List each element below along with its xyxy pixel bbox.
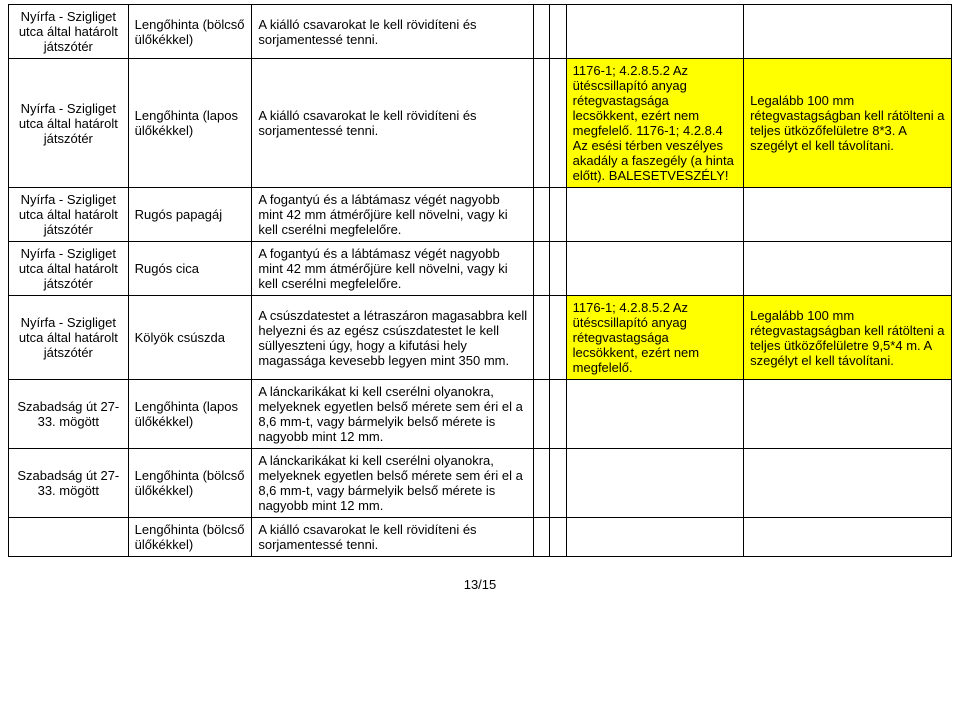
table-cell: Nyírfa - Szigliget utca által határolt j…: [9, 59, 129, 188]
table-cell: Szabadság út 27-33. mögött: [9, 380, 129, 449]
table-row: Szabadság út 27-33. mögöttLengőhinta (bö…: [9, 449, 952, 518]
table-row: Nyírfa - Szigliget utca által határolt j…: [9, 59, 952, 188]
table-cell: [9, 518, 129, 557]
table-cell: [566, 449, 743, 518]
table-cell: Lengőhinta (lapos ülőkékkel): [128, 380, 252, 449]
table-cell: [566, 5, 743, 59]
table-cell: [744, 380, 952, 449]
table-cell: 1176-1; 4.2.8.5.2 Az ütéscsillapító anya…: [566, 59, 743, 188]
table-cell: Nyírfa - Szigliget utca által határolt j…: [9, 296, 129, 380]
table-cell: [744, 449, 952, 518]
table-cell: [566, 188, 743, 242]
table-cell: Rugós cica: [128, 242, 252, 296]
table-cell: A kiálló csavarokat le kell rövidíteni é…: [252, 5, 534, 59]
table-cell: [744, 242, 952, 296]
table-cell: [534, 518, 550, 557]
table-cell: Lengőhinta (lapos ülőkékkel): [128, 59, 252, 188]
table-cell: Nyírfa - Szigliget utca által határolt j…: [9, 242, 129, 296]
table-cell: A fogantyú és a lábtámasz végét nagyobb …: [252, 188, 534, 242]
table-cell: Nyírfa - Szigliget utca által határolt j…: [9, 5, 129, 59]
table-row: Lengőhinta (bölcső ülőkékkel)A kiálló cs…: [9, 518, 952, 557]
table-cell: [550, 5, 566, 59]
table-cell: Legalább 100 mm rétegvastagságban kell r…: [744, 296, 952, 380]
table-cell: A kiálló csavarokat le kell rövidíteni é…: [252, 518, 534, 557]
table-cell: [550, 518, 566, 557]
table-row: Nyírfa - Szigliget utca által határolt j…: [9, 188, 952, 242]
data-table: Nyírfa - Szigliget utca által határolt j…: [8, 4, 952, 557]
table-cell: [534, 296, 550, 380]
table-cell: A lánckarikákat ki kell cserélni olyanok…: [252, 449, 534, 518]
table-cell: [550, 380, 566, 449]
page: Nyírfa - Szigliget utca által határolt j…: [0, 0, 960, 600]
table-cell: [744, 5, 952, 59]
table-cell: [534, 188, 550, 242]
table-cell: Nyírfa - Szigliget utca által határolt j…: [9, 188, 129, 242]
table-cell: [566, 518, 743, 557]
table-row: Nyírfa - Szigliget utca által határolt j…: [9, 242, 952, 296]
table-cell: [744, 188, 952, 242]
page-number: 13/15: [8, 557, 952, 592]
table-cell: [550, 296, 566, 380]
table-row: Nyírfa - Szigliget utca által határolt j…: [9, 5, 952, 59]
table-cell: [550, 59, 566, 188]
table-cell: Rugós papagáj: [128, 188, 252, 242]
table-cell: Legalább 100 mm rétegvastagságban kell r…: [744, 59, 952, 188]
table-cell: Lengőhinta (bölcső ülőkékkel): [128, 449, 252, 518]
table-cell: [534, 449, 550, 518]
table-cell: Szabadság út 27-33. mögött: [9, 449, 129, 518]
table-cell: [744, 518, 952, 557]
table-cell: Lengőhinta (bölcső ülőkékkel): [128, 5, 252, 59]
table-cell: Lengőhinta (bölcső ülőkékkel): [128, 518, 252, 557]
table-cell: A kiálló csavarokat le kell rövidíteni é…: [252, 59, 534, 188]
table-row: Szabadság út 27-33. mögöttLengőhinta (la…: [9, 380, 952, 449]
table-cell: [534, 242, 550, 296]
table-cell: [534, 380, 550, 449]
table-cell: [534, 5, 550, 59]
table-cell: A csúszdatestet a létraszáron magasabbra…: [252, 296, 534, 380]
table-cell: A fogantyú és a lábtámasz végét nagyobb …: [252, 242, 534, 296]
table-cell: A lánckarikákat ki kell cserélni olyanok…: [252, 380, 534, 449]
table-cell: Kölyök csúszda: [128, 296, 252, 380]
table-cell: [566, 242, 743, 296]
table-row: Nyírfa - Szigliget utca által határolt j…: [9, 296, 952, 380]
table-cell: [550, 449, 566, 518]
table-cell: [550, 188, 566, 242]
table-cell: [566, 380, 743, 449]
table-cell: [534, 59, 550, 188]
table-cell: [550, 242, 566, 296]
table-cell: 1176-1; 4.2.8.5.2 Az ütéscsillapító anya…: [566, 296, 743, 380]
